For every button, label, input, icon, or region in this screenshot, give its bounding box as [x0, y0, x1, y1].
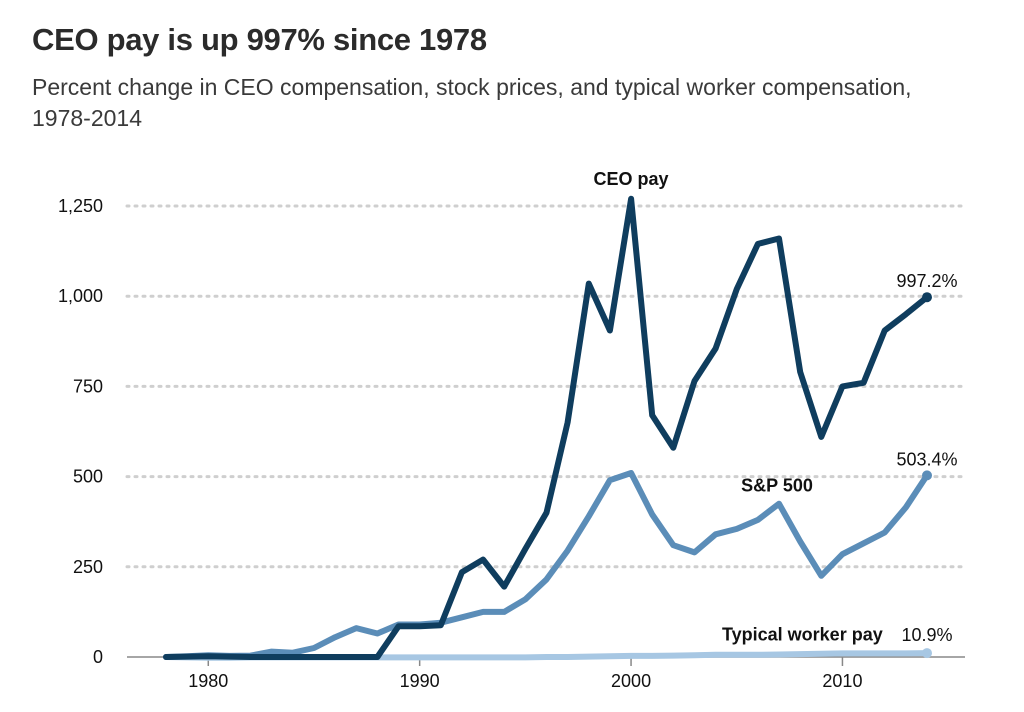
typical-worker-pay-end-point	[922, 648, 932, 659]
y-tick-label: 500	[73, 467, 103, 487]
s-p-500-end-label: 503.4%	[896, 449, 957, 469]
x-tick-label: 2010	[822, 671, 862, 691]
y-tick-label: 0	[93, 647, 103, 667]
typical-worker-pay-end-label: 10.9%	[901, 625, 952, 645]
s-p-500-series-label: S&P 500	[741, 476, 813, 496]
ceo-pay-end-label: 997.2%	[896, 271, 957, 291]
chart-title: CEO pay is up 997% since 1978	[32, 22, 487, 57]
y-tick-label: 750	[73, 376, 103, 396]
y-tick-label: 1,250	[58, 196, 103, 216]
s-p-500-end-point	[922, 470, 932, 481]
x-tick-label: 2000	[611, 671, 651, 691]
ceo-pay-end-point	[922, 292, 932, 303]
ceo-pay-series-label: CEO pay	[594, 169, 669, 189]
x-tick-label: 1990	[400, 671, 440, 691]
s-p-500-line	[163, 470, 930, 660]
y-tick-label: 1,000	[58, 286, 103, 306]
x-tick-label: 1980	[188, 671, 228, 691]
typical-worker-pay-series-label: Typical worker pay	[722, 624, 883, 644]
ceo-pay-line	[163, 195, 930, 660]
y-tick-label: 250	[73, 557, 103, 577]
chart-subtitle: Percent change in CEO compensation, stoc…	[32, 74, 912, 131]
